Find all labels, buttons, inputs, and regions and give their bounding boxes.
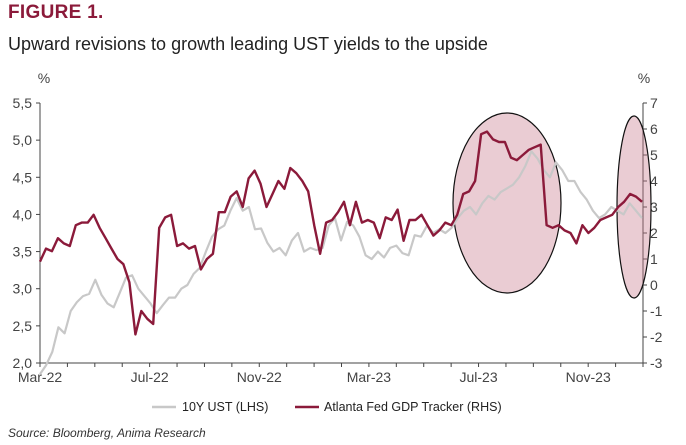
figure-label: FIGURE 1. (8, 2, 104, 23)
left-tick-label: 2,5 (13, 318, 33, 334)
right-tick-label: 1 (650, 251, 658, 267)
x-tick-label: Jul-23 (459, 369, 497, 385)
x-tick-label: Nov-23 (566, 369, 611, 385)
left-tick-label: 3,5 (13, 244, 33, 260)
right-tick-label: 0 (650, 277, 658, 293)
x-tick-label: Mar-23 (347, 369, 392, 385)
left-tick-label: 4,5 (13, 169, 33, 185)
left-tick-label: 5,5 (13, 95, 33, 111)
left-tick-label: 5,0 (13, 132, 33, 148)
chart-title: Upward revisions to growth leading UST y… (8, 34, 488, 54)
right-tick-label: 6 (650, 121, 658, 137)
left-axis-unit: % (38, 70, 50, 86)
left-tick-label: 3,0 (13, 281, 33, 297)
left-tick-label: 4,0 (13, 206, 33, 222)
right-tick-label: 3 (650, 199, 658, 215)
right-tick-label: 4 (650, 173, 658, 189)
right-axis-unit: % (638, 70, 650, 86)
right-tick-label: 5 (650, 147, 658, 163)
highlight-ellipse-summer-23 (452, 112, 562, 294)
x-tick-label: Nov-22 (237, 369, 282, 385)
legend-label-gdp-tracker: Atlanta Fed GDP Tracker (RHS) (324, 400, 502, 414)
right-tick-label: 7 (650, 95, 658, 111)
right-tick-label: -3 (650, 355, 663, 371)
series-line-gdp-tracker (38, 130, 643, 336)
x-tick-label: Jul-22 (131, 369, 169, 385)
right-tick-label: 2 (650, 225, 658, 241)
left-tick-label: 2,0 (13, 355, 33, 371)
x-tick-label: Mar-22 (18, 369, 63, 385)
legend-label-10y-ust: 10Y UST (LHS) (182, 400, 268, 414)
right-tick-label: -1 (650, 303, 663, 319)
right-tick-label: -2 (650, 329, 663, 345)
source-note: Source: Bloomberg, Anima Research (8, 426, 206, 440)
